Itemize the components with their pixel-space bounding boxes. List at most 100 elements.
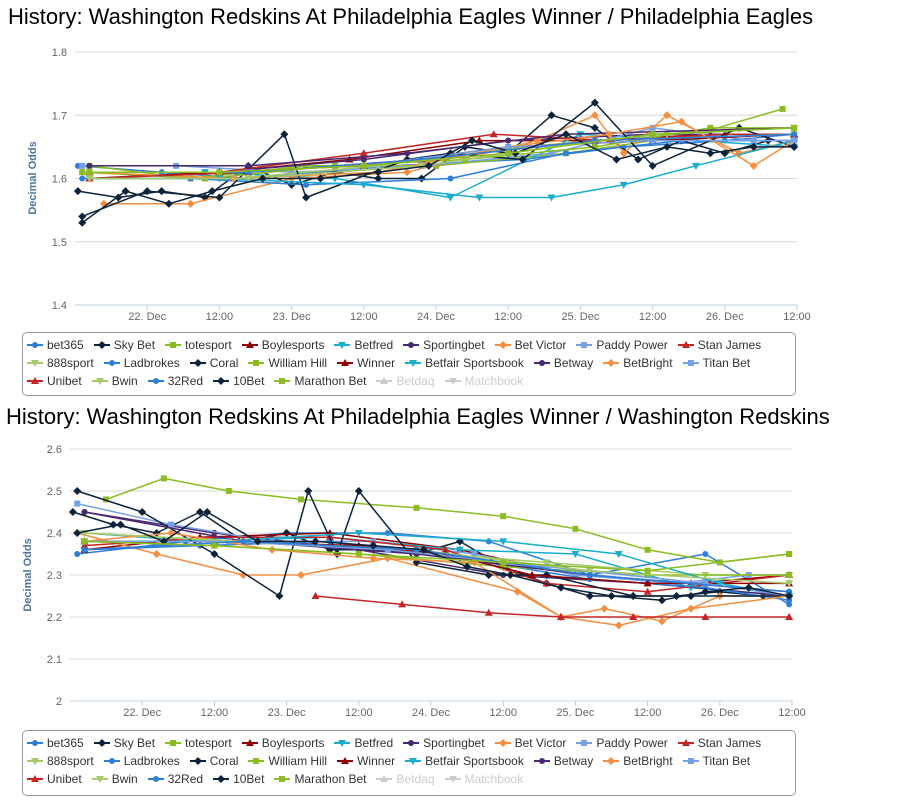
data-point[interactable]	[658, 596, 667, 605]
data-point[interactable]	[511, 149, 520, 158]
data-point[interactable]	[475, 194, 484, 202]
data-point[interactable]	[211, 542, 218, 549]
data-point[interactable]	[413, 504, 420, 511]
data-point[interactable]	[715, 587, 724, 596]
data-point[interactable]	[303, 162, 310, 169]
data-point[interactable]	[786, 572, 793, 578]
data-point[interactable]	[607, 592, 616, 600]
legend-marker[interactable]	[681, 341, 690, 348]
legend-marker[interactable]	[97, 341, 106, 349]
data-point[interactable]	[600, 604, 609, 613]
legend-item[interactable]: Betway	[533, 752, 593, 770]
legend-marker[interactable]	[31, 360, 39, 367]
data-point[interactable]	[749, 161, 758, 170]
data-point[interactable]	[374, 174, 383, 183]
series-marathon-bet[interactable]	[81, 538, 793, 574]
data-point[interactable]	[629, 613, 638, 620]
data-point[interactable]	[612, 155, 621, 164]
data-point[interactable]	[686, 604, 695, 613]
data-point[interactable]	[208, 187, 217, 196]
data-point[interactable]	[499, 538, 508, 546]
data-point[interactable]	[268, 545, 277, 554]
data-point[interactable]	[304, 487, 313, 495]
legend-item[interactable]: 32Red	[147, 372, 203, 390]
legend-item[interactable]: Sky Bet	[93, 734, 155, 752]
legend-item[interactable]: Titan Bet	[682, 752, 750, 770]
data-point[interactable]	[419, 545, 428, 554]
data-point[interactable]	[542, 559, 551, 567]
data-point[interactable]	[86, 162, 93, 169]
data-point[interactable]	[210, 550, 219, 558]
data-point[interactable]	[691, 162, 700, 170]
legend-item[interactable]: Ladbrokes	[103, 354, 180, 372]
legend-item[interactable]: Betfair Sportsbook	[405, 354, 524, 372]
legend-marker[interactable]	[245, 739, 254, 746]
data-point[interactable]	[447, 175, 454, 182]
data-point[interactable]	[663, 142, 672, 151]
legend-item[interactable]: William Hill	[248, 354, 327, 372]
legend-marker[interactable]	[31, 377, 39, 384]
data-point[interactable]	[316, 174, 325, 183]
data-point[interactable]	[715, 580, 724, 588]
data-point[interactable]	[634, 155, 643, 164]
series-line[interactable]	[84, 540, 790, 572]
legend-marker[interactable]	[409, 360, 418, 367]
series-line[interactable]	[89, 127, 795, 173]
data-point[interactable]	[572, 525, 579, 532]
data-point[interactable]	[288, 169, 295, 176]
data-point[interactable]	[484, 608, 493, 616]
data-point[interactable]	[360, 162, 367, 169]
data-point[interactable]	[73, 487, 82, 495]
legend-marker[interactable]	[253, 758, 260, 764]
legend-marker[interactable]	[170, 740, 177, 746]
legend-item[interactable]: Boylesports	[241, 734, 324, 752]
data-point[interactable]	[159, 537, 168, 546]
data-point[interactable]	[164, 199, 173, 208]
data-point[interactable]	[195, 508, 204, 516]
data-point[interactable]	[779, 105, 786, 112]
data-point[interactable]	[403, 168, 412, 177]
legend-marker[interactable]	[217, 377, 226, 385]
data-point[interactable]	[138, 508, 147, 516]
data-point[interactable]	[785, 592, 794, 600]
data-point[interactable]	[203, 508, 212, 516]
legend-item[interactable]: Sky Bet	[93, 336, 155, 354]
data-point[interactable]	[311, 592, 320, 599]
data-point[interactable]	[590, 98, 599, 107]
data-point[interactable]	[489, 130, 498, 138]
data-point[interactable]	[701, 587, 710, 596]
data-point[interactable]	[785, 613, 794, 620]
series-betfred[interactable]	[80, 530, 794, 600]
data-point[interactable]	[216, 169, 223, 176]
data-point[interactable]	[354, 487, 363, 495]
data-point[interactable]	[518, 155, 527, 164]
series-betfair-sportsbook[interactable]	[85, 137, 799, 202]
plot-area[interactable]: 2 2.1 2.2 2.3 2.4 2.5 2.6 Decimal Odds 22. Dec 12…	[0, 400, 908, 730]
data-point[interactable]	[791, 131, 798, 138]
legend-marker[interactable]	[32, 342, 38, 348]
legend-item[interactable]: Betfair Sportsbook	[405, 752, 524, 770]
data-point[interactable]	[360, 156, 367, 163]
data-point[interactable]	[298, 496, 305, 503]
data-point[interactable]	[649, 137, 656, 144]
series-unibet[interactable]	[311, 592, 794, 620]
data-point[interactable]	[614, 551, 623, 558]
legend-marker[interactable]	[253, 360, 260, 366]
data-point[interactable]	[468, 136, 477, 145]
data-point[interactable]	[109, 520, 118, 529]
data-point[interactable]	[643, 587, 652, 595]
data-point[interactable]	[225, 488, 232, 494]
legend-marker[interactable]	[687, 360, 694, 366]
data-point[interactable]	[619, 181, 628, 189]
data-point[interactable]	[585, 567, 594, 575]
data-point[interactable]	[333, 550, 342, 558]
legend-marker[interactable]	[108, 758, 115, 764]
legend-item[interactable]: Marathon Bet	[274, 770, 366, 788]
data-point[interactable]	[398, 600, 407, 608]
data-point[interactable]	[663, 111, 672, 120]
data-point[interactable]	[74, 551, 81, 557]
legend-item[interactable]: Betway	[533, 354, 593, 372]
data-point[interactable]	[786, 551, 793, 557]
data-point[interactable]	[707, 124, 714, 131]
data-point[interactable]	[463, 562, 472, 571]
